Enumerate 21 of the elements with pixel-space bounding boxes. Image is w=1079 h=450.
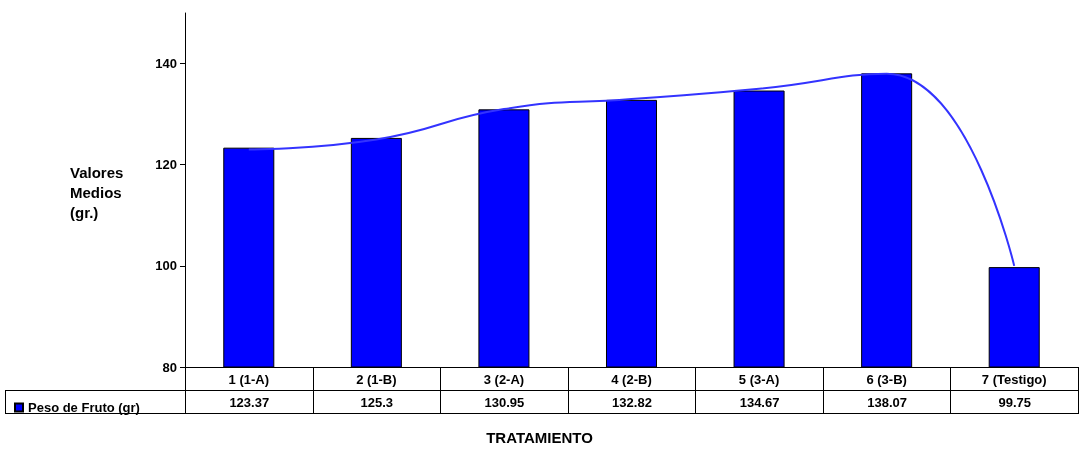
line-series [247,72,1016,267]
y-tick-label: 80 [162,359,177,375]
y-tick-label: 100 [155,258,177,274]
x-tick-label: 5 (3-A) [738,372,780,387]
x-tick-label: 4 (2-B) [611,372,652,387]
data-label: 134.67 [695,390,824,414]
data-label: 130.95 [440,390,569,414]
x-axis-title: TRATAMIENTO [486,429,594,446]
x-tick-label: 6 (3-B) [866,372,907,387]
data-label: 123.37 [185,390,314,414]
x-tick-label: 7 (Testigo) [981,372,1047,387]
y-tick-label: 120 [155,157,177,173]
x-tick-label: 1 (1-A) [228,372,270,387]
data-label: 125.3 [312,390,442,414]
y-axis-title: Valores Medios (gr.) [70,163,124,221]
x-tick-label: 2 (1-B) [356,372,397,387]
data-label: 138.07 [822,390,952,414]
data-label: 132.82 [567,390,697,414]
x-tick-label: 3 (2-A) [483,372,525,387]
data-label: 99.75 [950,390,1079,414]
y-tick-label: 140 [155,56,177,72]
